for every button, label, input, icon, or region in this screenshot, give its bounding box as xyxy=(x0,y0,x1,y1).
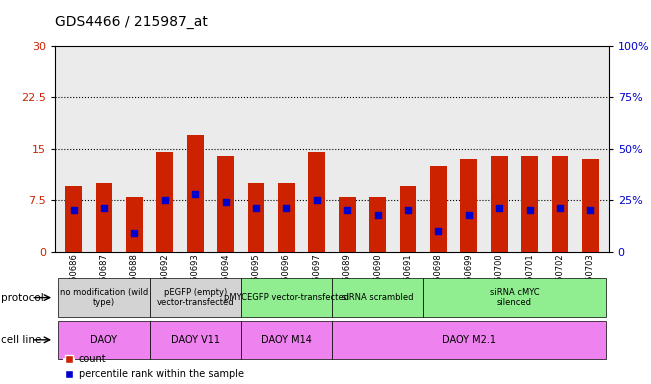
Bar xyxy=(150,278,241,317)
Point xyxy=(312,197,322,203)
Bar xyxy=(59,321,150,359)
Text: DAOY V11: DAOY V11 xyxy=(171,335,219,345)
Bar xyxy=(150,321,241,359)
Point xyxy=(494,205,505,212)
Bar xyxy=(521,156,538,252)
Text: protocol: protocol xyxy=(1,293,44,303)
Bar xyxy=(241,321,332,359)
Bar xyxy=(400,187,417,252)
Bar xyxy=(309,152,325,252)
Point xyxy=(99,205,109,212)
Bar xyxy=(430,166,447,252)
Text: DAOY: DAOY xyxy=(90,335,117,345)
Bar xyxy=(156,152,173,252)
Bar xyxy=(332,321,605,359)
Bar xyxy=(247,183,264,252)
Bar xyxy=(339,197,355,252)
Point xyxy=(190,191,201,197)
Text: no modification (wild
type): no modification (wild type) xyxy=(60,288,148,307)
Bar xyxy=(369,197,386,252)
Bar xyxy=(187,135,204,252)
Point xyxy=(372,212,383,218)
Point xyxy=(159,197,170,203)
Bar xyxy=(65,187,82,252)
Point xyxy=(342,207,352,214)
Point xyxy=(221,199,231,205)
Point xyxy=(251,205,261,212)
Bar xyxy=(217,156,234,252)
Bar xyxy=(126,197,143,252)
Bar xyxy=(491,156,508,252)
Text: DAOY M14: DAOY M14 xyxy=(261,335,312,345)
Bar xyxy=(241,278,332,317)
Bar xyxy=(582,159,599,252)
Text: siRNA cMYC
silenced: siRNA cMYC silenced xyxy=(490,288,539,307)
Point xyxy=(403,207,413,214)
Point xyxy=(129,230,139,236)
Point xyxy=(555,205,565,212)
Bar xyxy=(460,159,477,252)
Text: pMYCEGFP vector-transfected: pMYCEGFP vector-transfected xyxy=(224,293,349,302)
Text: pEGFP (empty)
vector-transfected: pEGFP (empty) vector-transfected xyxy=(156,288,234,307)
Text: cell line: cell line xyxy=(1,335,42,345)
Point xyxy=(68,207,79,214)
Text: siRNA scrambled: siRNA scrambled xyxy=(342,293,413,302)
Point xyxy=(433,228,443,234)
Bar xyxy=(96,183,113,252)
Legend: count, percentile rank within the sample: count, percentile rank within the sample xyxy=(60,350,247,383)
Bar xyxy=(423,278,605,317)
Point xyxy=(281,205,292,212)
Point xyxy=(464,212,474,218)
Text: DAOY M2.1: DAOY M2.1 xyxy=(442,335,496,345)
Bar xyxy=(551,156,568,252)
Text: GDS4466 / 215987_at: GDS4466 / 215987_at xyxy=(55,15,208,29)
Point xyxy=(585,207,596,214)
Bar xyxy=(332,278,423,317)
Bar xyxy=(278,183,295,252)
Bar xyxy=(59,278,150,317)
Point xyxy=(525,207,535,214)
